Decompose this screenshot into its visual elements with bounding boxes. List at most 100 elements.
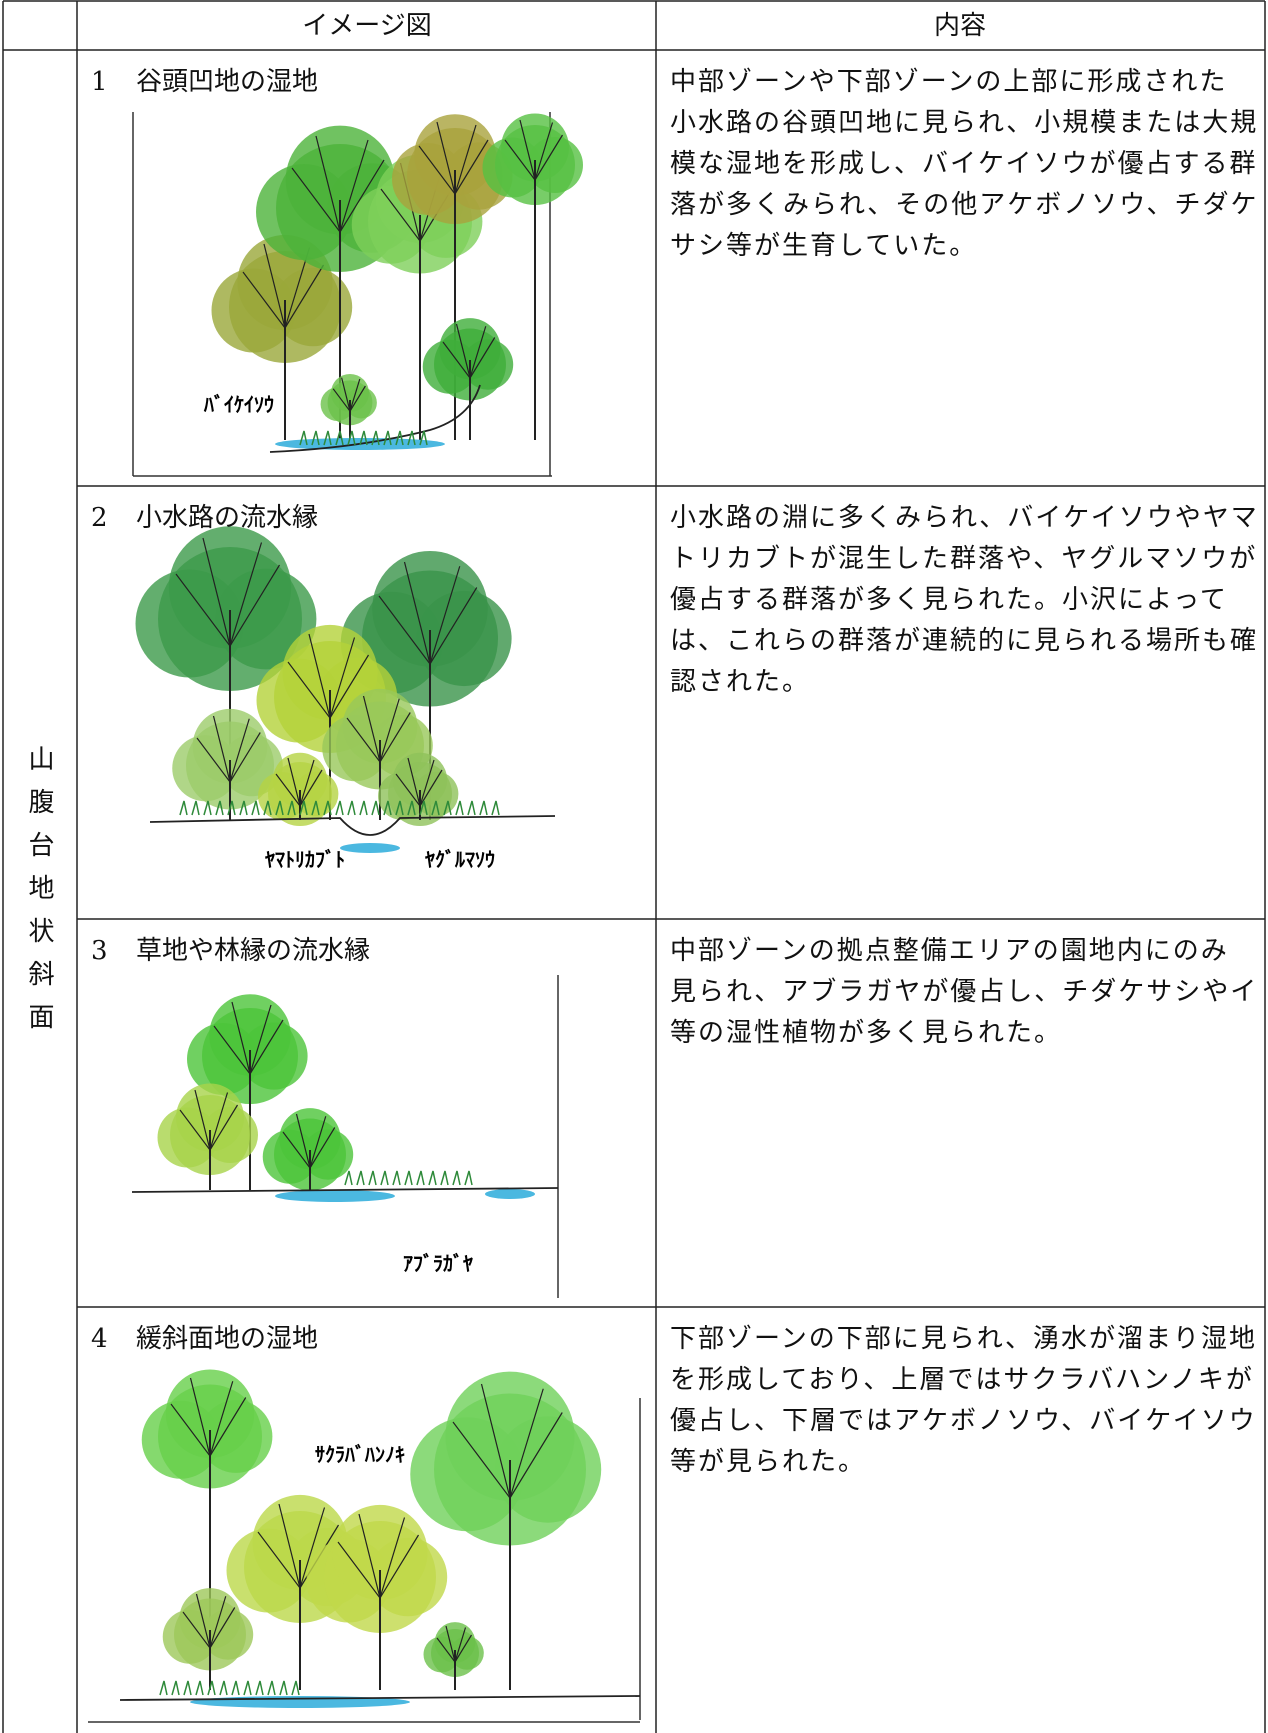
tree-branch — [454, 139, 489, 195]
grass — [191, 800, 200, 816]
grass — [407, 430, 416, 446]
tree-branch — [182, 1611, 211, 1649]
illustration: ﾊﾞｲｹｲｿｳ — [132, 112, 583, 477]
figure-label: ﾔﾏﾄﾘｶﾌﾞﾄ — [265, 848, 345, 872]
tree-branch — [329, 654, 370, 719]
tree-branch — [213, 1025, 251, 1075]
content-line: 等の湿性植物が多く見られた。 — [670, 1018, 1062, 1048]
grass — [279, 1680, 288, 1696]
grass — [440, 1170, 449, 1186]
grass — [287, 800, 296, 816]
grass — [416, 1170, 425, 1186]
grass — [359, 430, 368, 446]
tree-branch — [242, 271, 286, 329]
ground-line — [149, 815, 556, 836]
tree-branch — [194, 1089, 211, 1151]
grass — [383, 430, 392, 446]
ground-line — [119, 1695, 641, 1701]
tree-branch — [419, 759, 435, 807]
tree-branch — [379, 698, 400, 763]
grass — [183, 1680, 192, 1696]
grass — [371, 800, 380, 816]
tree-branch — [332, 388, 351, 412]
tree-branch — [195, 1593, 211, 1649]
tree-branch — [337, 1541, 381, 1599]
grass — [299, 430, 308, 446]
grass — [239, 800, 248, 816]
tree-branch — [454, 1627, 467, 1663]
tree-branch — [295, 1113, 311, 1169]
tree-branch — [534, 134, 564, 181]
grass — [215, 800, 224, 816]
tree-branch — [339, 139, 369, 233]
content-line: 見られ、アブラガヤが優占し、チダケサシやイ — [670, 977, 1258, 1007]
tree-branch — [315, 135, 341, 233]
tree-branch — [509, 1412, 563, 1499]
header-cell: 内容 — [934, 11, 986, 41]
content-line: 中部ゾーンや下部ゾーンの上部に形成された — [670, 67, 1227, 97]
grass — [395, 430, 404, 446]
ground-line — [269, 384, 481, 453]
grass — [404, 1170, 413, 1186]
water — [275, 1190, 395, 1202]
grass — [428, 1170, 437, 1186]
water — [485, 1189, 535, 1199]
tree-branch — [341, 377, 351, 412]
tree-branch — [299, 759, 315, 807]
tree-branch — [329, 637, 356, 719]
grass — [267, 1680, 276, 1696]
tree-branch — [395, 773, 421, 807]
grass — [275, 800, 284, 816]
content-line: 認された。 — [670, 667, 810, 697]
row-title: 小水路の流水縁 — [136, 503, 318, 533]
row-number: 3 — [91, 936, 108, 966]
tree-branch — [436, 1637, 456, 1663]
tree-branch — [209, 1381, 234, 1457]
tree-branch — [209, 1607, 236, 1649]
row-title: 緩斜面地の湿地 — [136, 1324, 318, 1354]
grass — [179, 800, 188, 816]
tree-branch — [346, 717, 381, 763]
row-title: 谷頭凹地の湿地 — [136, 67, 318, 97]
illustrations: ﾊﾞｲｹｲｿｳ ﾔﾏﾄﾘｶﾌﾞﾄ ﾔｸﾞﾙﾏｿｳ ｱﾌﾞﾗｶﾞﾔ ｻｸﾗﾊﾞﾊﾝﾉｷ — [88, 112, 641, 1723]
figure-label: ｻｸﾗﾊﾞﾊﾝﾉｷ — [315, 1443, 405, 1467]
tree-branch — [287, 757, 301, 807]
grass — [323, 800, 332, 816]
header-cell: イメージ図 — [302, 11, 431, 41]
content-line: 小水路の淵に多くみられ、バイケイソウやヤマ — [670, 503, 1259, 533]
content-line: サシ等が生育していた。 — [670, 231, 977, 261]
grass — [291, 1680, 300, 1696]
tree-branch — [231, 1001, 251, 1075]
content-line: 中部ゾーンの拠点整備エリアの園地内にのみ — [670, 936, 1229, 966]
water — [340, 843, 400, 853]
tree-branch — [436, 121, 456, 195]
tree-branch — [534, 122, 554, 181]
grass — [443, 800, 452, 816]
grass — [455, 800, 464, 816]
grass — [491, 800, 500, 816]
grass — [392, 1170, 401, 1186]
tree-branch — [229, 564, 281, 647]
row-number: 1 — [91, 67, 108, 97]
row-number: 4 — [91, 1324, 108, 1354]
content-line: は、これらの群落が連続的に見られる場所も確 — [670, 626, 1258, 656]
tree-branch — [209, 1092, 229, 1151]
grass — [419, 800, 428, 816]
illustration: ｱﾌﾞﾗｶﾞﾔ — [131, 975, 559, 1298]
grass — [383, 800, 392, 816]
tree-branch — [287, 661, 331, 719]
tree-branch — [362, 695, 381, 763]
grass — [380, 1170, 389, 1186]
tree-branch — [209, 1104, 239, 1151]
grass — [479, 800, 488, 816]
illustration: ﾔﾏﾄﾘｶﾌﾞﾄ ﾔｸﾞﾙﾏｿｳ — [135, 526, 556, 872]
grass — [419, 430, 428, 446]
figure-label: ﾊﾞｲｹｲｿｳ — [203, 393, 274, 417]
tree-branch — [263, 243, 286, 329]
tree-branch — [509, 1388, 544, 1499]
grass — [227, 800, 236, 816]
row-title: 草地や林縁の流水縁 — [136, 936, 370, 966]
